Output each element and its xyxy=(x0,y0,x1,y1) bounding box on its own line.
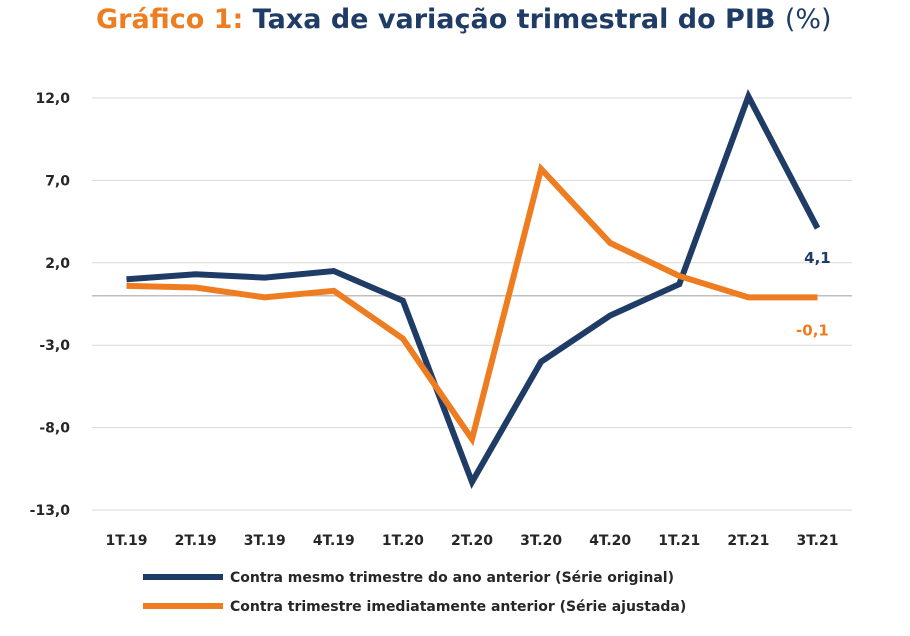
y-tick-label: -8,0 xyxy=(39,421,70,437)
legend: Contra mesmo trimestre do ano anterior (… xyxy=(143,570,686,615)
y-tick-label: 7,0 xyxy=(45,173,70,189)
x-tick-label: 4T.20 xyxy=(589,533,631,549)
series-line-0 xyxy=(126,89,821,489)
y-tick-label: 2,0 xyxy=(45,256,70,272)
legend-label-0: Contra mesmo trimestre do ano anterior (… xyxy=(230,570,674,586)
y-axis-ticks: 12,0 7,0 2,0 -3,0 -8,0 -13,0 xyxy=(30,91,71,519)
y-tick-label: -3,0 xyxy=(39,338,70,354)
x-tick-label: 2T.21 xyxy=(727,533,769,549)
gridlines xyxy=(92,97,852,511)
chart-title-unit: (%) xyxy=(784,4,832,35)
x-tick-label: 3T.21 xyxy=(796,533,838,549)
y-tick-label: -13,0 xyxy=(30,503,71,519)
y-tick-label: 12,0 xyxy=(35,91,70,107)
chart-title: Gráfico 1: Taxa de variação trimestral d… xyxy=(96,4,832,35)
x-axis-ticks: 1T.19 2T.19 3T.19 4T.19 1T.20 2T.20 3T.20 4T.20… xyxy=(106,533,839,549)
x-tick-label: 1T.20 xyxy=(382,533,424,549)
x-tick-label: 3T.20 xyxy=(520,533,562,549)
series-end-label-0: 4,1 xyxy=(804,249,831,267)
chart-title-main: Taxa de variação trimestral do PIB xyxy=(252,4,776,35)
legend-label-1: Contra trimestre imediatamente anterior … xyxy=(230,599,686,615)
x-tick-label: 1T.19 xyxy=(106,533,148,549)
x-tick-label: 3T.19 xyxy=(244,533,286,549)
series-lines xyxy=(126,89,821,489)
x-tick-label: 1T.21 xyxy=(658,533,700,549)
x-tick-label: 4T.19 xyxy=(313,533,355,549)
x-tick-label: 2T.20 xyxy=(451,533,493,549)
series-end-label-1: -0,1 xyxy=(796,321,829,339)
x-tick-label: 2T.19 xyxy=(175,533,217,549)
end-labels: 4,1 -0,1 xyxy=(796,249,831,339)
chart-title-prefix: Gráfico 1: xyxy=(96,4,244,35)
series-line-1 xyxy=(126,162,818,447)
